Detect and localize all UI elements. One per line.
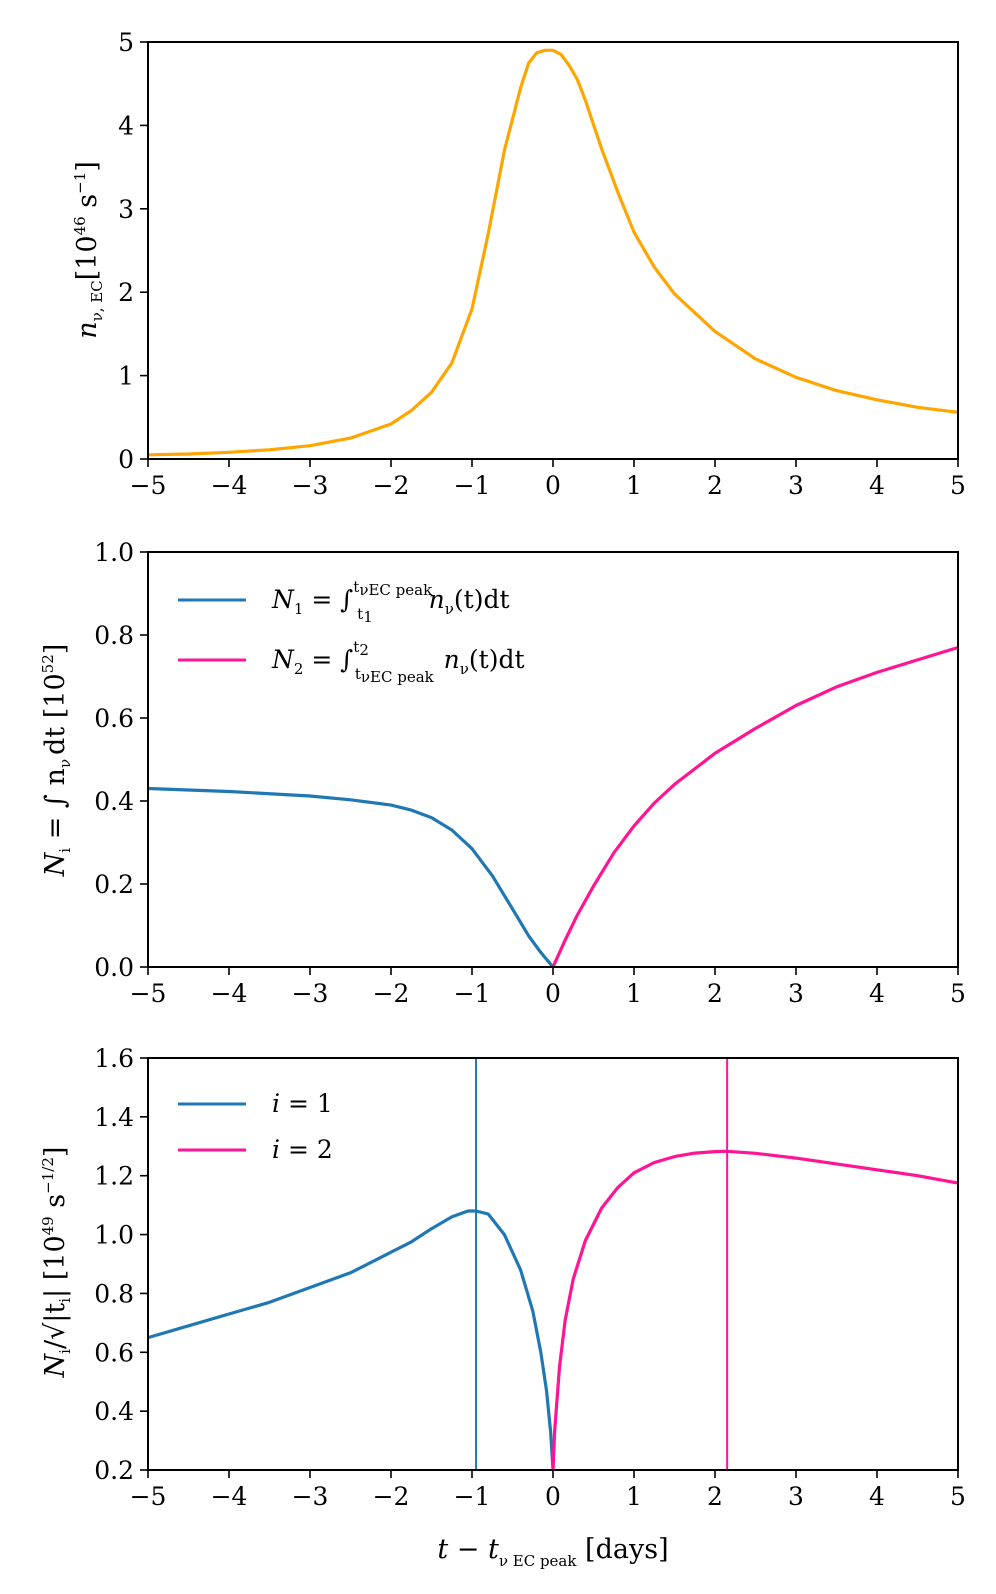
panel-bottom: −5 −4 −3 −2 −1 0 1 2 3 4 5 0.2 0.4 0.6 0.8 1.0 1.2 1.4 1.6…: [39, 1044, 966, 1570]
panel-middle-xtick-label: −5: [130, 979, 167, 1008]
panel-top-ytick-label: 5: [118, 28, 134, 57]
panel-bottom-legend: i = 1 i = 2: [178, 1089, 333, 1164]
panel-middle-xtick-label: 2: [707, 979, 723, 1008]
panel-middle-series-2: [551, 645, 959, 968]
panel-bottom-xtick-label: 5: [950, 1482, 966, 1511]
panel-bottom-xtick-label: −1: [454, 1482, 491, 1511]
panel-top-xtick-label: −1: [454, 471, 491, 500]
panel-bottom-xtick-label: 1: [626, 1482, 642, 1511]
panel-middle-series-1: [147, 786, 555, 969]
panel-top-xtick-label: −3: [292, 471, 329, 500]
panel-bottom-ytick-label: 1.0: [94, 1221, 134, 1250]
panel-middle-xtick-label: 3: [788, 979, 804, 1008]
panel-middle-xtick-label: −1: [454, 979, 491, 1008]
panel-middle-ylabel: Ni = ∫ nνdt [1052]: [39, 644, 74, 878]
panel-bottom-series-2: [551, 1149, 959, 1471]
panel-bottom-xtick-label: −2: [373, 1482, 410, 1511]
legend-i1-label: i = 1: [272, 1089, 333, 1118]
panel-bottom-series: [147, 1058, 959, 1471]
panel-middle-frame: [147, 551, 959, 968]
panel-top-xtick-label: −5: [130, 471, 167, 500]
panel-bottom-ytick-label: 1.2: [94, 1162, 134, 1191]
panel-top-xtick-label: −2: [373, 471, 410, 500]
panel-middle-xtick-label: 0: [545, 979, 561, 1008]
legend-n1-label: N1 = ∫tνEC peak t1 nν(t)dt: [271, 578, 510, 626]
panel-middle-ytick-label: 0.0: [94, 953, 134, 982]
panel-top-xtick-label: 5: [950, 471, 966, 500]
panel-bottom-xtick-label: 2: [707, 1482, 723, 1511]
panel-middle: −5 −4 −3 −2 −1 0 1 2 3 4 5 0.0 0.2 0.4 0.6 0.8 1.0 Ni = …: [39, 538, 966, 1008]
panel-top-ytick-label: 0: [118, 445, 134, 474]
panel-middle-xtick-label: 1: [626, 979, 642, 1008]
panel-middle-xtick-label: 5: [950, 979, 966, 1008]
panel-bottom-series-1: [147, 1209, 555, 1471]
panel-top-xtick-label: 1: [626, 471, 642, 500]
panel-bottom-xtick-label: 4: [869, 1482, 885, 1511]
panel-top-frame: [147, 41, 959, 460]
panel-bottom-ytick-label: 0.4: [94, 1397, 134, 1426]
panel-bottom-xtick-label: 0: [545, 1482, 561, 1511]
panel-middle-legend: N1 = ∫tνEC peak t1 nν(t)dt N2 = ∫t2 tνEC p…: [178, 578, 525, 686]
panel-bottom-ticks: −5 −4 −3 −2 −1 0 1 2 3 4 5 0.2 0.4 0.6 0.8 1.0 1.2 1.4 1.6: [94, 1044, 966, 1511]
panel-bottom-xlabel: t − tν EC peak [days]: [437, 1534, 668, 1570]
panel-bottom-ytick-label: 0.6: [94, 1338, 134, 1367]
panel-bottom-frame: [147, 1057, 959, 1471]
panel-middle-xtick-label: 4: [869, 979, 885, 1008]
panel-bottom-ytick-label: 0.8: [94, 1279, 134, 1308]
panel-bottom-xtick-label: −4: [211, 1482, 248, 1511]
panel-middle-ytick-label: 0.8: [94, 621, 134, 650]
panel-top-ticks: −5 −4 −3 −2 −1 0 1 2 3 4 5 0 1 2 3 4 5: [118, 28, 966, 500]
panel-bottom-xtick-label: −3: [292, 1482, 329, 1511]
panel-middle-series: [147, 645, 959, 969]
panel-top-xtick-label: 0: [545, 471, 561, 500]
panel-top-ytick-label: 4: [118, 111, 134, 140]
panel-top-xtick-label: 2: [707, 471, 723, 500]
legend-i2-label: i = 2: [272, 1135, 333, 1164]
panel-top-xtick-label: −4: [211, 471, 248, 500]
panel-middle-ytick-label: 1.0: [94, 538, 134, 567]
panel-top-ytick-label: 1: [118, 362, 134, 391]
panel-bottom-ylabel: Ni/√|ti| [1049 s−1/2]: [39, 1147, 74, 1379]
panel-bottom-ytick-label: 1.6: [94, 1044, 134, 1073]
panel-top-ytick-label: 3: [118, 195, 134, 224]
panel-top-series-1: [147, 48, 959, 457]
panel-middle-xtick-label: −3: [292, 979, 329, 1008]
panel-middle-ticks: −5 −4 −3 −2 −1 0 1 2 3 4 5 0.0 0.2 0.4 0.6 0.8 1.0: [94, 538, 966, 1008]
panel-middle-xtick-label: −2: [373, 979, 410, 1008]
panel-top-xtick-label: 3: [788, 471, 804, 500]
panel-middle-ytick-label: 0.2: [94, 870, 134, 899]
panel-top-ytick-label: 2: [118, 278, 134, 307]
panel-top-series: [147, 48, 959, 457]
panel-bottom-ytick-label: 0.2: [94, 1456, 134, 1485]
panel-top-ylabel: nν, EC[1046 s−1]: [71, 161, 106, 339]
panel-middle-ytick-label: 0.4: [94, 787, 134, 816]
panel-top: −5 −4 −3 −2 −1 0 1 2 3 4 5 0 1 2 3 4 5 nν, EC[1046 s−1]: [71, 28, 966, 500]
panel-middle-ytick-label: 0.6: [94, 704, 134, 733]
panel-bottom-xtick-label: 3: [788, 1482, 804, 1511]
panel-top-xtick-label: 4: [869, 471, 885, 500]
panel-bottom-ytick-label: 1.4: [94, 1103, 134, 1132]
panel-middle-xtick-label: −4: [211, 979, 248, 1008]
panel-bottom-xtick-label: −5: [130, 1482, 167, 1511]
legend-n2-label: N2 = ∫t2 tνEC peak nν(t)dt: [271, 638, 525, 686]
